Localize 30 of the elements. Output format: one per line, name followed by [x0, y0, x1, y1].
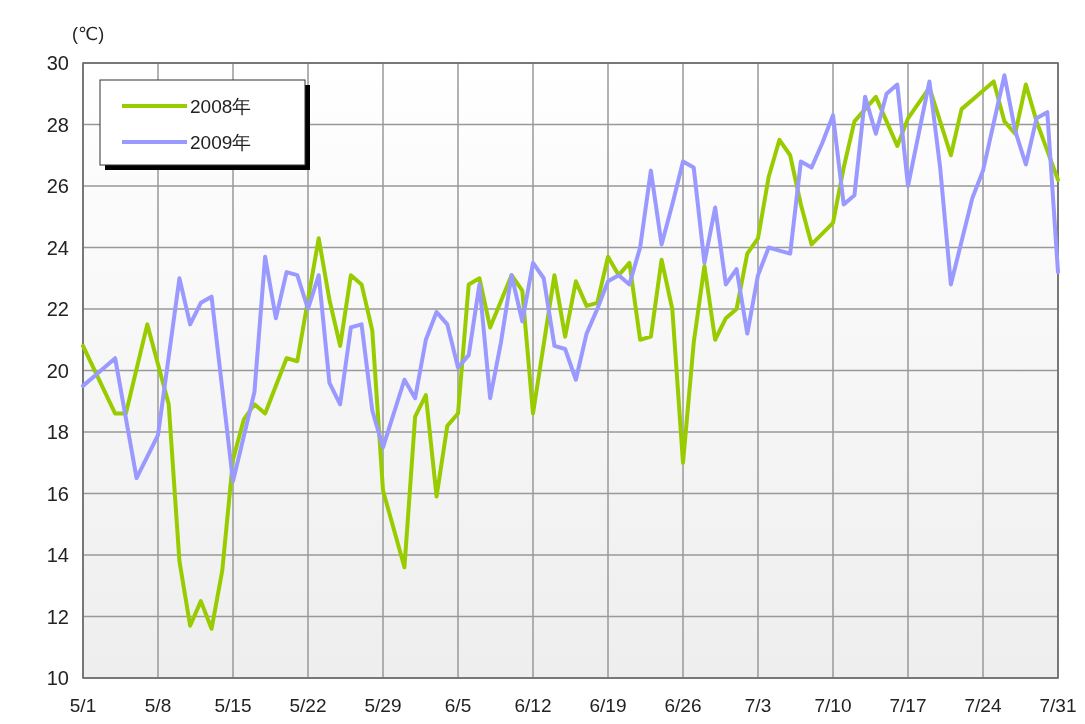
y-tick-label: 14: [46, 544, 69, 566]
y-axis-title: (℃): [72, 24, 105, 44]
y-tick-label: 18: [46, 421, 69, 443]
y-tick-label: 20: [46, 359, 69, 382]
x-tick-label: 6/5: [444, 695, 472, 716]
x-tick-label: 6/19: [589, 695, 627, 716]
y-tick-label: 30: [46, 52, 69, 74]
x-tick-label: 7/10: [814, 695, 852, 716]
x-tick-label: 7/3: [744, 695, 772, 716]
x-tick-label: 7/31: [1039, 695, 1077, 716]
y-tick-label: 16: [46, 482, 69, 505]
x-tick-label: 7/24: [964, 695, 1002, 716]
x-tick-label: 6/26: [664, 695, 702, 716]
x-tick-label: 5/22: [289, 695, 327, 716]
y-tick-label: 12: [46, 605, 69, 628]
x-tick-label: 5/8: [144, 695, 172, 716]
line-series: [81, 73, 1060, 484]
x-tick-label: 5/29: [364, 695, 402, 716]
legend-label: 2009年: [190, 132, 252, 153]
y-tick-label: 10: [46, 667, 69, 689]
x-tick-label: 6/12: [514, 695, 552, 716]
legend-label: 2008年: [190, 96, 252, 117]
x-tick-label: 5/1: [69, 695, 97, 716]
y-tick-label: 24: [46, 236, 69, 259]
x-tick-label: 7/17: [889, 695, 927, 716]
y-tick-label: 26: [46, 175, 69, 197]
x-tick-label: 5/15: [214, 695, 252, 716]
line-series: [81, 79, 1060, 631]
y-tick-label: 28: [46, 113, 69, 136]
y-tick-label: 22: [46, 298, 69, 320]
